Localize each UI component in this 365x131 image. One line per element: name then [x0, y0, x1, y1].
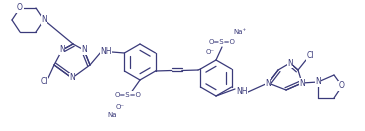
- Text: O: O: [17, 4, 23, 12]
- Text: N: N: [41, 15, 47, 24]
- Text: O⁻: O⁻: [115, 104, 124, 110]
- Text: NH: NH: [100, 48, 112, 56]
- Text: N: N: [69, 73, 75, 83]
- Text: Cl: Cl: [40, 78, 48, 86]
- Text: Cl: Cl: [306, 51, 314, 61]
- Text: O: O: [339, 81, 345, 91]
- Text: O=S=O: O=S=O: [115, 92, 142, 98]
- Text: O=S=O: O=S=O: [208, 39, 235, 45]
- Text: Na⁺: Na⁺: [233, 29, 247, 35]
- Text: N: N: [287, 59, 293, 67]
- Text: Na: Na: [107, 112, 117, 118]
- Text: O⁻: O⁻: [205, 49, 215, 55]
- Text: N: N: [315, 78, 321, 86]
- Text: N: N: [81, 45, 87, 54]
- Text: NH: NH: [236, 88, 248, 97]
- Text: N: N: [299, 78, 305, 88]
- Text: N: N: [59, 45, 65, 54]
- Text: N: N: [265, 78, 271, 88]
